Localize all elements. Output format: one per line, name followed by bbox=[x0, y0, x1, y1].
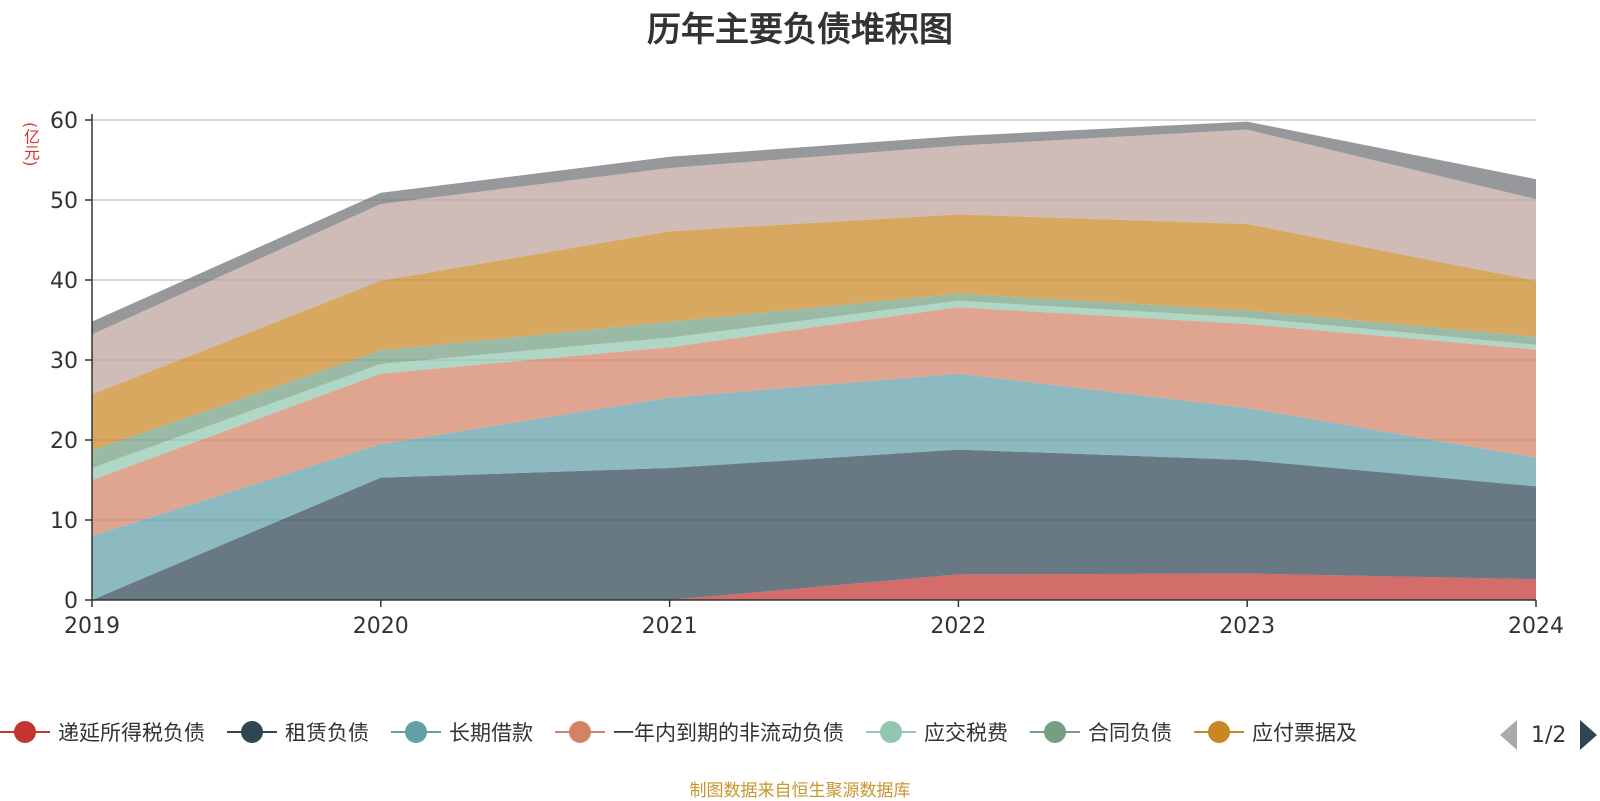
legend-label: 应付票据及 bbox=[1252, 721, 1357, 745]
legend: 递延所得税负债 租赁负债 长期借款 一年内到期的非流动负债 应交税费 合同负债 应付票据及 bbox=[0, 712, 1379, 752]
area-series-7 bbox=[92, 214, 1536, 451]
y-tick-label-30: 30 bbox=[50, 349, 78, 374]
legend-marker-icon bbox=[1194, 720, 1244, 744]
chart-title: 历年主要负债堆积图 bbox=[647, 10, 953, 50]
y-tick-label-40: 40 bbox=[50, 269, 78, 294]
legend-marker-icon bbox=[391, 720, 441, 744]
x-tick-label-2023: 2023 bbox=[1219, 614, 1275, 639]
legend-marker-icon bbox=[866, 720, 916, 744]
legend-marker-icon bbox=[227, 720, 277, 744]
y-tick-label-0: 0 bbox=[64, 589, 78, 614]
legend-label: 递延所得税负债 bbox=[58, 721, 205, 745]
legend-marker-icon bbox=[1030, 720, 1080, 744]
legend-item-4[interactable]: 一年内到期的非流动负债 bbox=[555, 717, 844, 747]
y-tick-label-60: 60 bbox=[50, 109, 78, 134]
legend-item-3[interactable]: 长期借款 bbox=[391, 717, 533, 747]
y-tick-label-50: 50 bbox=[50, 189, 78, 214]
legend-pager: 1/2 bbox=[1500, 718, 1598, 752]
area-series bbox=[92, 121, 1536, 600]
legend-prev-page-icon[interactable] bbox=[1500, 720, 1517, 750]
x-tick-label-2021: 2021 bbox=[642, 614, 698, 639]
legend-item-1[interactable]: 递延所得税负债 bbox=[0, 717, 205, 747]
legend-marker-icon bbox=[555, 720, 605, 744]
legend-marker-icon bbox=[0, 720, 50, 744]
area-series-8 bbox=[92, 129, 1536, 395]
legend-item-7[interactable]: 应付票据及 bbox=[1194, 717, 1357, 747]
legend-page-indicator: 1/2 bbox=[1531, 722, 1567, 748]
legend-label: 一年内到期的非流动负债 bbox=[613, 721, 844, 745]
x-tick-label-2022: 2022 bbox=[930, 614, 986, 639]
x-tick-label-2020: 2020 bbox=[353, 614, 409, 639]
legend-label: 租赁负债 bbox=[285, 721, 369, 745]
legend-label: 合同负债 bbox=[1088, 721, 1172, 745]
area-series-3 bbox=[92, 373, 1536, 600]
stacked-area-chart: 0 10 20 30 40 50 60 2019 2020 2021 2022 2023 2024 bbox=[50, 109, 1564, 639]
x-tick-label-2019: 2019 bbox=[64, 614, 120, 639]
y-tick-label-10: 10 bbox=[50, 509, 78, 534]
y-tick-label-20: 20 bbox=[50, 429, 78, 454]
y-axis-unit-label: (亿元) bbox=[21, 122, 40, 167]
legend-item-5[interactable]: 应交税费 bbox=[866, 717, 1008, 747]
x-tick-label-2024: 2024 bbox=[1508, 614, 1564, 639]
area-series-4 bbox=[92, 307, 1536, 536]
area-series-1 bbox=[92, 573, 1536, 600]
legend-label: 长期借款 bbox=[449, 721, 533, 745]
legend-item-6[interactable]: 合同负债 bbox=[1030, 717, 1172, 747]
legend-item-2[interactable]: 租赁负债 bbox=[227, 717, 369, 747]
legend-next-page-icon[interactable] bbox=[1580, 720, 1598, 750]
axes bbox=[85, 114, 1537, 607]
area-series-2 bbox=[92, 449, 1536, 600]
legend-label: 应交税费 bbox=[924, 721, 1008, 745]
tick-labels: 0 10 20 30 40 50 60 2019 2020 2021 2022 2023 2024 bbox=[50, 109, 1564, 639]
source-note: 制图数据来自恒生聚源数据库 bbox=[689, 781, 911, 801]
